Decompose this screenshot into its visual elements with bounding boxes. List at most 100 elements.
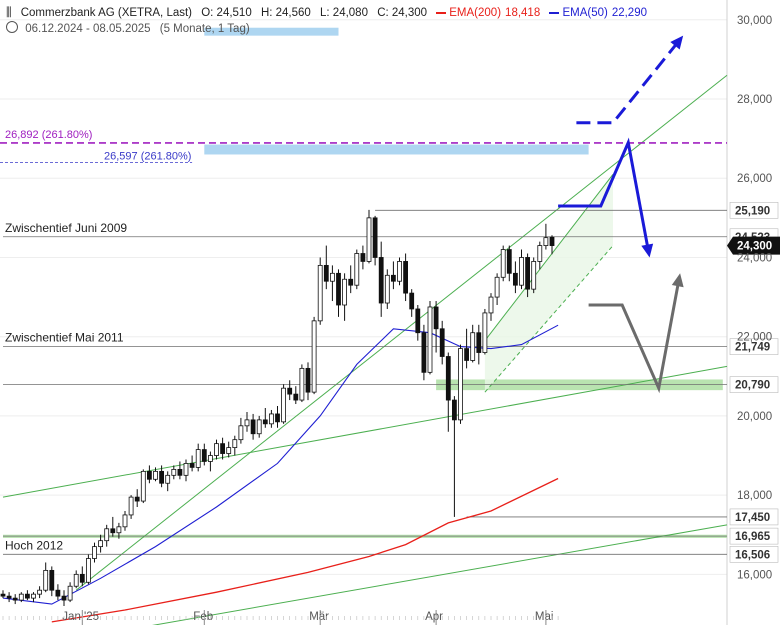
y-tick-label-6: 28,000 bbox=[737, 94, 772, 106]
trendline-2 bbox=[75, 74, 728, 591]
price-tag-2 bbox=[729, 338, 779, 355]
candle-73 bbox=[445, 352, 451, 432]
blue-zone-0 bbox=[204, 27, 339, 36]
high-value: H: 24,560 bbox=[260, 7, 311, 19]
candle-body-80 bbox=[488, 296, 494, 314]
candle-79 bbox=[482, 308, 488, 355]
candle-7 bbox=[43, 562, 49, 593]
candle-body-13 bbox=[79, 573, 85, 583]
candle-78 bbox=[476, 324, 482, 365]
y-tick-label-4: 24,000 bbox=[737, 252, 772, 264]
candle-18 bbox=[110, 516, 116, 537]
candle-body-52 bbox=[317, 264, 323, 322]
ema200-legend: EMA(200) 18,418 bbox=[436, 7, 540, 19]
candles bbox=[0, 209, 555, 607]
candle-body-89 bbox=[543, 237, 549, 246]
candle-body-67 bbox=[409, 292, 415, 310]
candle-52 bbox=[317, 257, 323, 325]
candle-87 bbox=[531, 257, 537, 294]
trend-channel bbox=[484, 174, 613, 393]
candle-23 bbox=[140, 469, 146, 504]
chart-subheader: 06.12.2024 - 08.05.2025 (5 Monate, 1 Tag… bbox=[6, 21, 256, 35]
candle-8 bbox=[49, 566, 55, 597]
candle-body-28 bbox=[171, 468, 177, 476]
candle-29 bbox=[177, 461, 183, 480]
candle-body-22 bbox=[134, 496, 140, 502]
candle-body-14 bbox=[86, 558, 91, 583]
zones bbox=[3, 27, 727, 538]
candle-58 bbox=[354, 249, 360, 290]
price-tag-label-4: 17,450 bbox=[735, 512, 770, 524]
candle-body-74 bbox=[451, 399, 457, 421]
candle-body-87 bbox=[531, 261, 537, 290]
candle-body-4 bbox=[24, 593, 30, 599]
candle-body-59 bbox=[360, 253, 366, 262]
y-tick-label-3: 22,000 bbox=[737, 332, 772, 344]
candle-body-8 bbox=[49, 569, 55, 591]
candle-2 bbox=[12, 594, 18, 605]
period: (5 Monate, 1 Tag) bbox=[159, 23, 250, 35]
ema50-label: EMA(50) bbox=[562, 7, 608, 19]
y-tick-label-2: 20,000 bbox=[737, 411, 772, 423]
candle-15 bbox=[92, 542, 97, 563]
candle-body-40 bbox=[244, 419, 250, 427]
candle-74 bbox=[451, 396, 457, 517]
ema200-value: 18,418 bbox=[505, 7, 541, 19]
candle-body-78 bbox=[476, 332, 482, 353]
candle-body-55 bbox=[336, 272, 341, 306]
candle-6 bbox=[37, 586, 42, 599]
candle-body-11 bbox=[67, 585, 73, 601]
y-tick-label-1: 18,000 bbox=[737, 490, 772, 502]
candle-65 bbox=[397, 257, 402, 286]
candle-body-2 bbox=[12, 597, 18, 601]
candle-body-23 bbox=[140, 470, 146, 502]
candle-body-62 bbox=[378, 257, 384, 304]
candle-body-50 bbox=[305, 367, 311, 393]
candle-body-26 bbox=[159, 470, 165, 484]
last-price-tag bbox=[727, 236, 780, 255]
trendline-3 bbox=[484, 173, 614, 341]
last-price-label: 24,300 bbox=[737, 241, 772, 253]
annotations: Zwischentief Juni 2009 Zwischentief Mai 2… bbox=[5, 221, 127, 553]
candle-83 bbox=[506, 245, 512, 282]
candle-57 bbox=[348, 265, 354, 294]
candle-body-17 bbox=[104, 528, 110, 542]
candle-body-41 bbox=[250, 419, 256, 435]
candle-body-65 bbox=[397, 261, 402, 282]
candle-body-31 bbox=[189, 463, 195, 468]
candle-body-49 bbox=[299, 367, 305, 401]
candle-31 bbox=[189, 455, 195, 472]
candle-84 bbox=[513, 261, 518, 294]
candle-90 bbox=[549, 235, 555, 255]
candle-26 bbox=[159, 465, 165, 488]
price-tag-label-2: 21,749 bbox=[735, 342, 770, 354]
chart-type-icon[interactable]: ⫼ bbox=[6, 5, 12, 19]
candle-body-7 bbox=[43, 569, 49, 591]
candle-3 bbox=[18, 592, 24, 603]
candle-body-54 bbox=[329, 272, 335, 282]
candle-body-68 bbox=[415, 308, 421, 334]
candle-77 bbox=[470, 324, 476, 363]
candle-body-9 bbox=[55, 589, 61, 597]
candle-body-90 bbox=[549, 236, 555, 246]
candle-body-25 bbox=[153, 470, 158, 480]
x-tick-label-4: Mai bbox=[535, 611, 554, 623]
candle-body-5 bbox=[31, 593, 36, 599]
instrument-title: Commerzbank AG (XETRA, Last) bbox=[20, 7, 193, 19]
candle-25 bbox=[153, 467, 158, 482]
forecast-grey-solid bbox=[588, 281, 680, 394]
price-tag-0 bbox=[729, 202, 779, 219]
candle-41 bbox=[250, 413, 256, 440]
candle-body-61 bbox=[372, 217, 378, 258]
candle-body-32 bbox=[195, 449, 201, 468]
candle-body-76 bbox=[464, 348, 470, 361]
candle-37 bbox=[226, 441, 232, 458]
candle-34 bbox=[207, 451, 213, 472]
candle-body-44 bbox=[268, 413, 274, 425]
candle-20 bbox=[122, 510, 128, 531]
candle-53 bbox=[323, 245, 329, 290]
candle-63 bbox=[384, 269, 390, 309]
y-tick-label-0: 16,000 bbox=[737, 569, 772, 581]
annotation-1: Zwischentief Mai 2011 bbox=[5, 331, 124, 345]
